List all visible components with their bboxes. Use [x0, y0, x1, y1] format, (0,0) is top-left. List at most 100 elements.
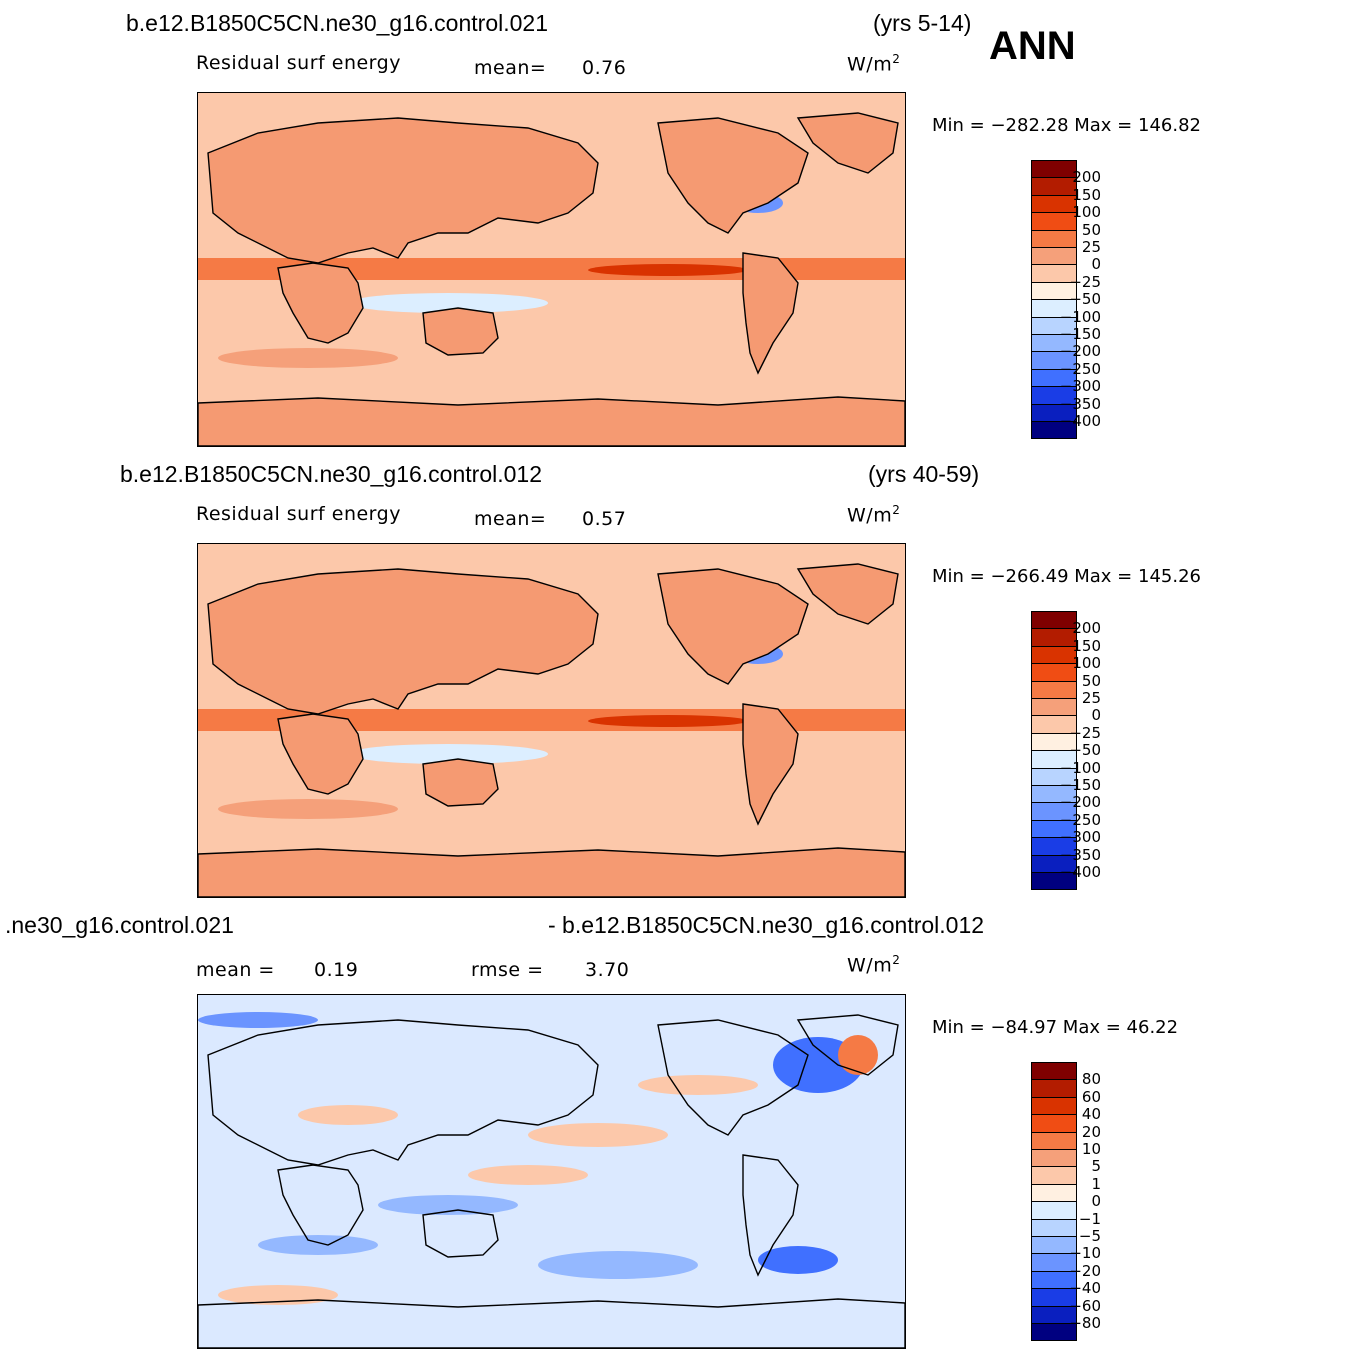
- land-outline: [657, 568, 809, 685]
- colorbar-tick-label: −50: [1069, 741, 1101, 760]
- panel1-years: (yrs 5-14): [873, 10, 972, 36]
- colorbar-tick-label: −20: [1069, 1261, 1101, 1280]
- land-outline: [796, 112, 899, 174]
- panel3-case-right: - b.e12.B1850C5CN.ne30_g16.control.012: [548, 912, 985, 938]
- colorbar-tick-label: −10: [1069, 1244, 1101, 1263]
- anomaly-blob: [258, 1235, 378, 1255]
- land-outline: [796, 563, 899, 625]
- panel3-map: [197, 994, 906, 1349]
- colorbar-tick-label: −250: [1059, 359, 1101, 378]
- land-outline: [422, 307, 499, 356]
- colorbar-tick-label: −150: [1059, 325, 1101, 343]
- colorbar-tick-label: 150: [1072, 185, 1101, 204]
- panel3-case-left: .ne30_g16.control.021: [5, 912, 234, 938]
- colorbar-tick-label: −40: [1069, 1279, 1101, 1298]
- colorbar-tick-label: 25: [1081, 238, 1101, 256]
- colorbar-swatch: [1031, 872, 1077, 891]
- colorbar-tick-label: 40: [1081, 1105, 1101, 1124]
- colorbar-tick-label: −100: [1059, 307, 1101, 326]
- colorbar-tick-label: 200: [1072, 619, 1101, 638]
- land-outline: [657, 117, 809, 234]
- land-outline: [198, 1298, 905, 1348]
- southern-cool-band: [348, 293, 548, 313]
- land-outline: [422, 758, 499, 807]
- panel2-map: [197, 543, 906, 898]
- colorbar-tick-label: −400: [1059, 412, 1101, 430]
- colorbar-tick-label: −1: [1078, 1209, 1101, 1228]
- panel1-mean-value: 0.76: [582, 57, 627, 79]
- southern-ocean-warm: [218, 799, 398, 819]
- colorbar-swatch: [1031, 421, 1077, 440]
- land-outline: [198, 396, 905, 446]
- land-outline: [207, 117, 599, 264]
- panel2-minmax: Min = −266.49 Max = 145.26: [932, 566, 1201, 587]
- anomaly-blob: [838, 1035, 878, 1075]
- panel2-units: W/m2: [847, 503, 901, 527]
- panel3-minmax: Min = −84.97 Max = 46.22: [932, 1017, 1179, 1038]
- land-outline: [207, 1019, 599, 1166]
- panel1-map-svg: [198, 93, 905, 446]
- colorbar-tick-label: 50: [1081, 671, 1101, 690]
- equatorial-max: [588, 264, 748, 276]
- colorbar-tick-label: −25: [1069, 272, 1101, 291]
- colorbar-tick-label: 5: [1091, 1157, 1101, 1176]
- colorbar-tick-label: −25: [1069, 723, 1101, 742]
- colorbar-tick-label: −350: [1059, 845, 1101, 864]
- land-outline: [198, 847, 905, 897]
- land-outline: [796, 1014, 899, 1076]
- colorbar-tick-label: −60: [1069, 1296, 1101, 1315]
- panel2-map-svg: [198, 544, 905, 897]
- colorbar-tick-label: 60: [1081, 1087, 1101, 1106]
- panel1-units: W/m2: [847, 52, 901, 76]
- panel2-case-title: b.e12.B1850C5CN.ne30_g16.control.012: [120, 461, 542, 487]
- panel3-mean-value: 0.19: [314, 959, 359, 981]
- colorbar-tick-label: 100: [1072, 203, 1101, 222]
- panel2-field-label: Residual surf energy: [196, 503, 401, 525]
- colorbar-tick-label: −80: [1069, 1314, 1101, 1332]
- panel2-mean-value: 0.57: [582, 508, 627, 530]
- colorbar-tick-label: 1: [1091, 1174, 1101, 1193]
- panel2-years: (yrs 40-59): [868, 461, 980, 487]
- panel3-map-svg: [198, 995, 905, 1348]
- colorbar-tick-label: −150: [1059, 776, 1101, 794]
- panel2-mean-label: mean=: [474, 508, 547, 530]
- anomaly-blob: [638, 1075, 758, 1095]
- colorbar-tick-label: −5: [1078, 1227, 1101, 1245]
- colorbar-tick-label: −300: [1059, 828, 1101, 847]
- colorbar-tick-label: 0: [1091, 706, 1101, 725]
- colorbar-tick-label: 0: [1091, 1192, 1101, 1211]
- colorbar-tick-label: 50: [1081, 220, 1101, 239]
- equatorial-band: [198, 709, 905, 731]
- colorbar-tick-label: −300: [1059, 377, 1101, 396]
- colorbar-tick-label: −350: [1059, 394, 1101, 413]
- land-outline: [207, 568, 599, 715]
- southern-cool-band: [348, 744, 548, 764]
- colorbar-tick-label: 80: [1081, 1070, 1101, 1089]
- panel1-field-label: Residual surf energy: [196, 52, 401, 74]
- panel1-minmax: Min = −282.28 Max = 146.82: [932, 115, 1201, 136]
- equatorial-band: [198, 258, 905, 280]
- colorbar-tick-label: −200: [1059, 342, 1101, 361]
- colorbar-tick-label: 100: [1072, 654, 1101, 673]
- colorbar-tick-label: −50: [1069, 290, 1101, 309]
- colorbar-tick-label: 25: [1081, 689, 1101, 707]
- season-label: ANN: [989, 24, 1076, 68]
- panel1-map: [197, 92, 906, 447]
- land-outline: [742, 703, 799, 826]
- land-outline: [742, 1154, 799, 1277]
- anomaly-blob: [528, 1123, 668, 1147]
- colorbar-tick-label: −400: [1059, 863, 1101, 881]
- colorbar-tick-label: −200: [1059, 793, 1101, 812]
- anomaly-blob: [198, 1012, 318, 1028]
- panel3-mean-label: mean =: [196, 959, 275, 981]
- anomaly-blob: [468, 1165, 588, 1185]
- panel1-mean-label: mean=: [474, 57, 547, 79]
- anomaly-blob: [378, 1195, 518, 1215]
- colorbar-tick-label: 200: [1072, 168, 1101, 187]
- southern-ocean-warm: [218, 348, 398, 368]
- land-outline: [657, 1019, 809, 1136]
- colorbar-tick-label: 10: [1081, 1140, 1101, 1158]
- panel3-units: W/m2: [847, 953, 901, 977]
- panel3-rmse-value: 3.70: [585, 959, 630, 981]
- colorbar-tick-label: 20: [1081, 1122, 1101, 1141]
